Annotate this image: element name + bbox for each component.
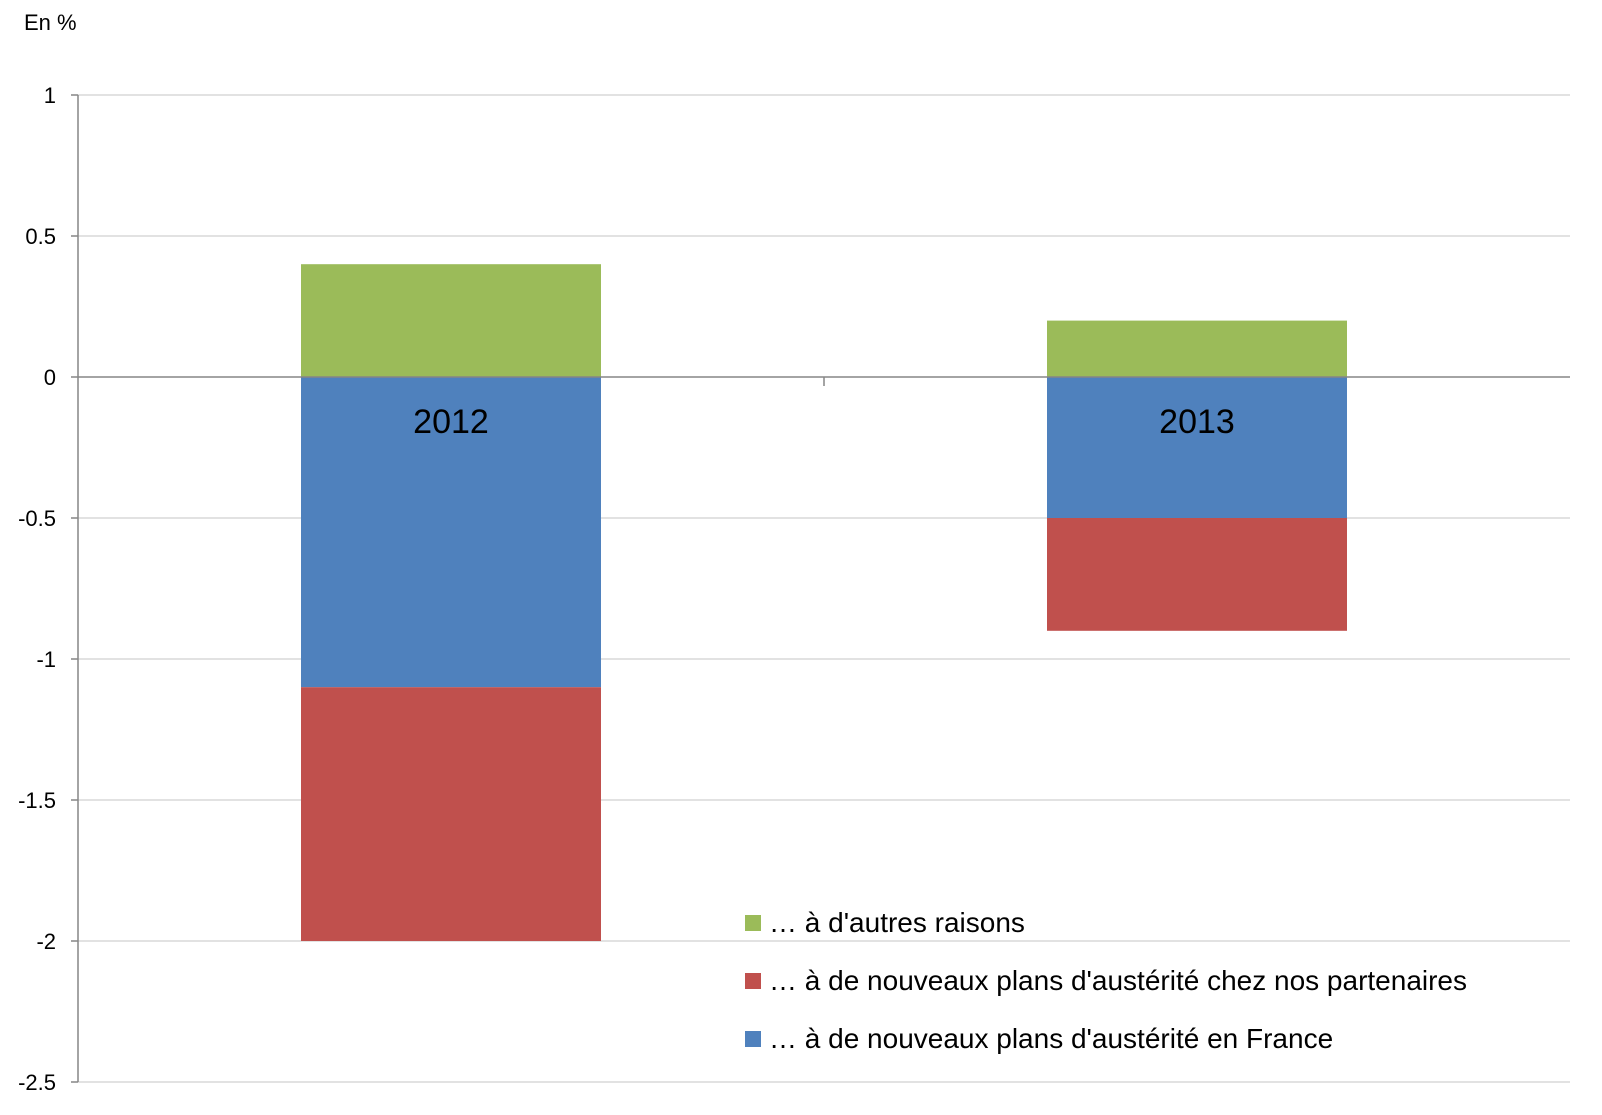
y-tick-label: 1 [44,83,56,108]
y-tick-label: 0 [44,365,56,390]
bar-segment [1047,518,1347,631]
legend-swatch [745,1031,761,1047]
category-label: 2012 [413,403,489,441]
legend-label: … à d'autres raisons [769,907,1025,938]
y-tick-label: 0.5 [25,224,56,249]
y-tick-label: -0.5 [18,506,56,531]
y-tick-labels: 1 0.5 0 -0.5 -1 -1.5 -2 -2.5 [18,83,56,1095]
category-labels: 2012 2013 [413,403,1235,441]
legend-swatch [745,915,761,931]
legend-swatch [745,973,761,989]
bar-segment [1047,377,1347,518]
y-tick-label: -1.5 [18,788,56,813]
y-tick-label: -2.5 [18,1070,56,1095]
bar-segment [301,264,601,377]
y-tick-label: -2 [36,929,56,954]
y-tick-label: -1 [36,647,56,672]
bar-segment [1047,320,1347,377]
axes [71,94,1570,1083]
bars [301,264,1347,941]
bar-segment [301,377,601,688]
legend-label: … à de nouveaux plans d'austérité chez n… [769,965,1467,996]
legend: … à d'autres raisons … à de nouveaux plan… [745,907,1467,1054]
category-label: 2013 [1159,403,1235,441]
bar-segment [301,687,601,941]
legend-label: … à de nouveaux plans d'austérité en Fra… [769,1023,1333,1054]
y-axis-unit-label: En % [24,10,77,35]
